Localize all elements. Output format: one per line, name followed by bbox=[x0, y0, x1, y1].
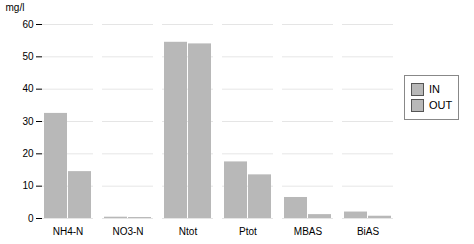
svg-text:60: 60 bbox=[22, 19, 34, 30]
svg-text:20: 20 bbox=[22, 148, 34, 159]
svg-text:NH4-N: NH4-N bbox=[53, 226, 84, 237]
svg-text:BiAS: BiAS bbox=[357, 226, 380, 237]
svg-text:Ntot: Ntot bbox=[179, 226, 198, 237]
svg-text:mg/l: mg/l bbox=[6, 2, 25, 13]
svg-text:0: 0 bbox=[28, 213, 34, 224]
svg-text:30: 30 bbox=[22, 116, 34, 127]
svg-text:10: 10 bbox=[22, 180, 34, 191]
svg-text:40: 40 bbox=[22, 83, 34, 94]
svg-text:MBAS: MBAS bbox=[294, 226, 323, 237]
html-text:IN: IN bbox=[429, 83, 440, 95]
svg-text:Ptot: Ptot bbox=[239, 226, 257, 237]
svg-text:NO3-N: NO3-N bbox=[112, 226, 143, 237]
svg-text:50: 50 bbox=[22, 51, 34, 62]
html-text:OUT: OUT bbox=[429, 99, 453, 111]
